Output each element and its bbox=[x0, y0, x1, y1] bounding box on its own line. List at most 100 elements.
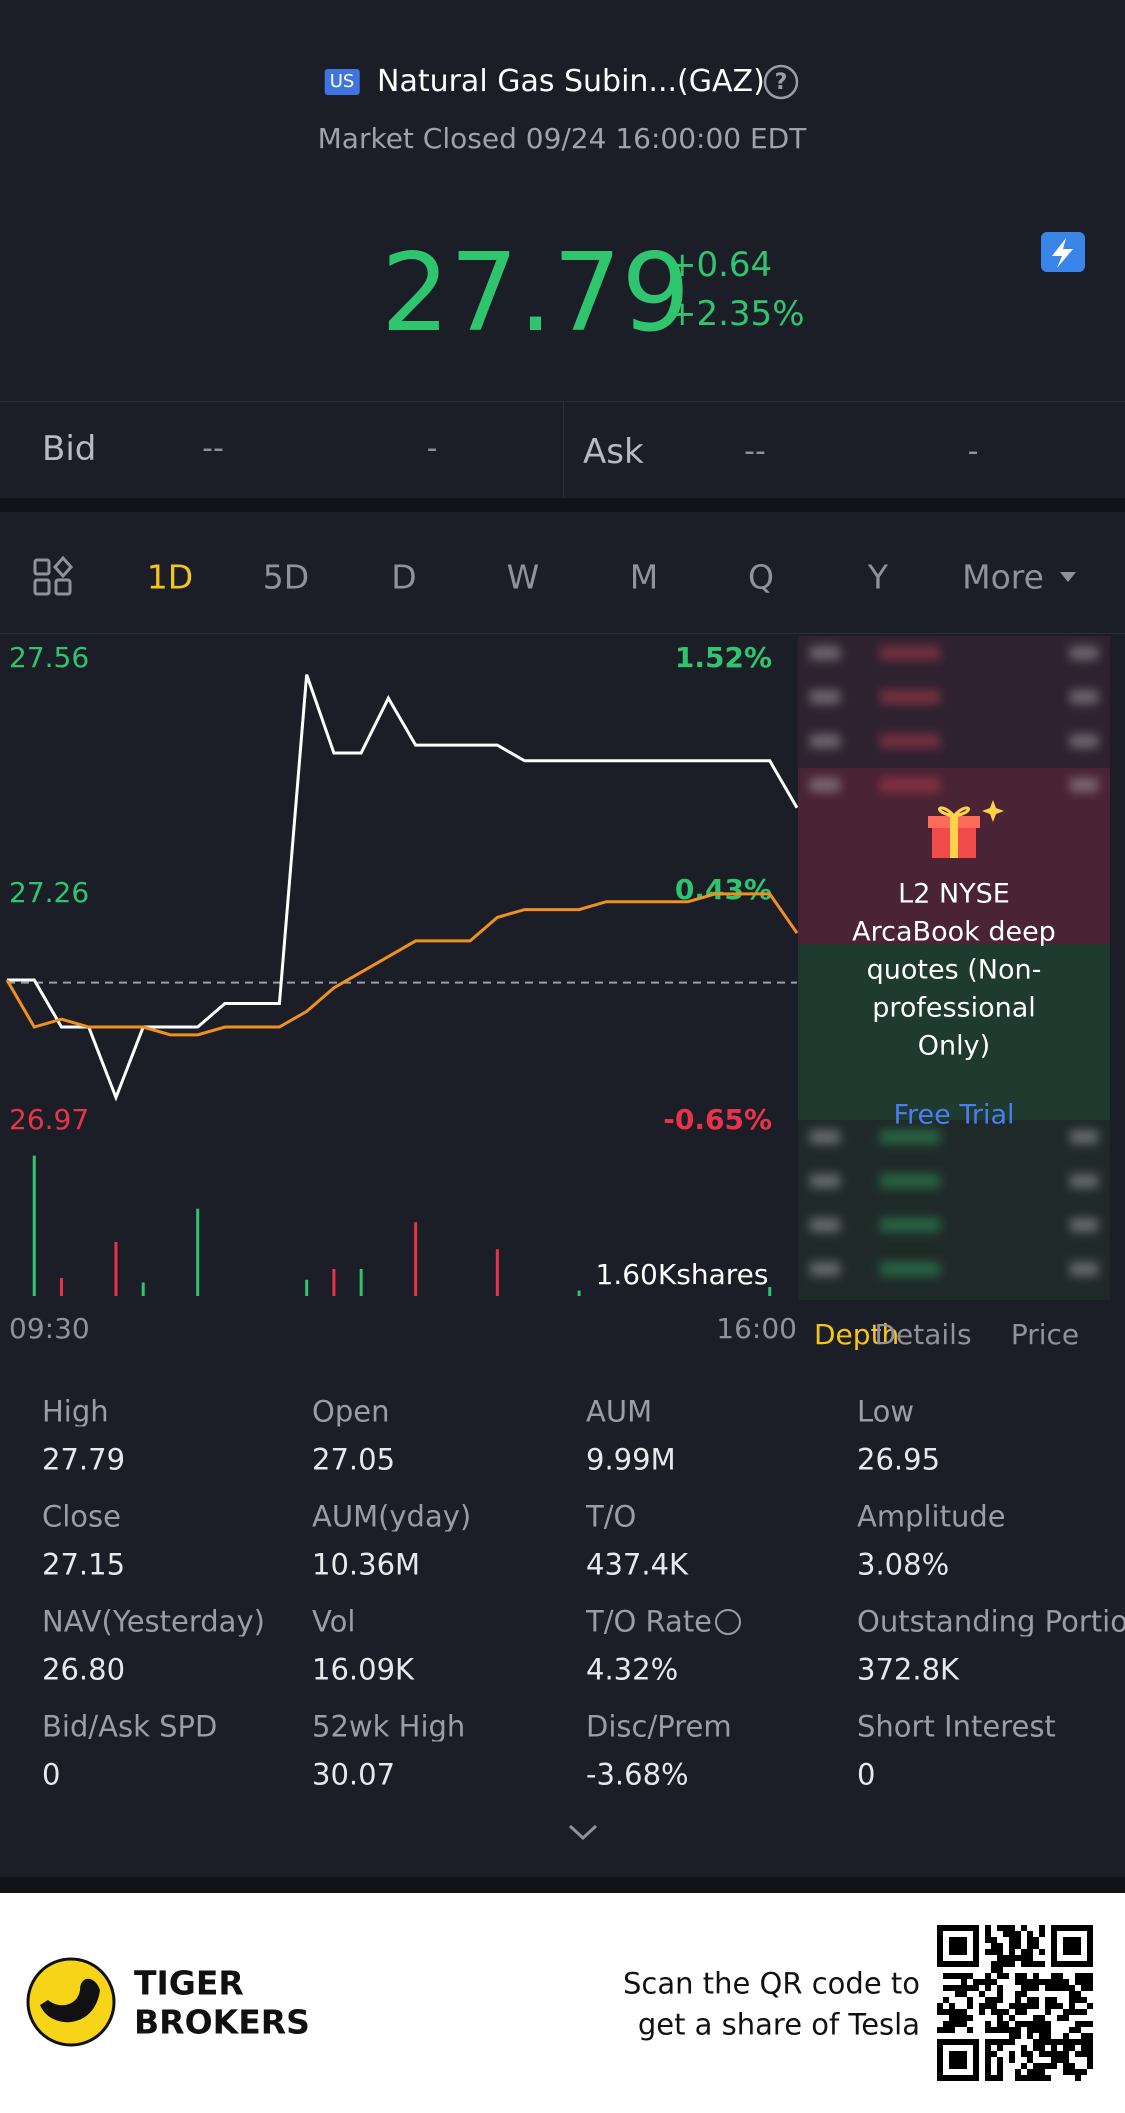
qr-cell bbox=[1063, 1979, 1069, 1985]
qr-cell bbox=[949, 2009, 955, 2015]
qr-cell bbox=[1021, 2063, 1027, 2069]
period-tab[interactable]: 1D bbox=[146, 557, 194, 597]
qr-cell bbox=[1015, 1991, 1021, 1997]
qr-cell bbox=[1039, 1931, 1045, 1937]
qr-cell bbox=[1033, 1985, 1039, 1991]
qr-cell bbox=[1087, 2057, 1093, 2063]
qr-cell bbox=[949, 2015, 955, 2021]
qr-cell bbox=[1027, 1961, 1033, 1967]
qr-cell bbox=[1027, 2003, 1033, 2009]
info-icon bbox=[715, 1609, 741, 1635]
qr-cell bbox=[1087, 1985, 1093, 1991]
panel-tab[interactable]: Depth bbox=[814, 1318, 900, 1351]
stat-value: -3.68% bbox=[586, 1757, 689, 1792]
qr-cell bbox=[1039, 1961, 1045, 1967]
qr-cell bbox=[1051, 1997, 1057, 2003]
divider bbox=[0, 401, 1125, 402]
qr-cell bbox=[1087, 2051, 1093, 2057]
expand-chevron[interactable] bbox=[568, 1824, 598, 1841]
qr-cell bbox=[1051, 1985, 1057, 1991]
qr-cell bbox=[997, 2063, 1003, 2069]
qr-cell bbox=[1063, 2051, 1069, 2057]
x-tick-label: 16:00 bbox=[716, 1312, 797, 1345]
qr-cell bbox=[991, 1943, 997, 1949]
qr-cell bbox=[991, 2009, 997, 2015]
period-tab[interactable]: D bbox=[391, 557, 417, 597]
qr-cell bbox=[1009, 2033, 1015, 2039]
qr-cell bbox=[1051, 2003, 1057, 2009]
volume-bar bbox=[768, 1287, 772, 1296]
qr-cell bbox=[961, 1985, 967, 1991]
dropdown-arrow[interactable] bbox=[1060, 572, 1076, 582]
qr-cell bbox=[985, 1937, 991, 1943]
qr-caption: Scan the QR code to bbox=[623, 1966, 920, 2001]
qr-cell bbox=[1045, 2039, 1051, 2045]
stat-label: Outstanding Portion bbox=[857, 1607, 1125, 1637]
free-trial[interactable]: Free Trial bbox=[893, 1099, 1015, 1131]
period-tab[interactable]: 5D bbox=[262, 557, 310, 597]
help-icon[interactable] bbox=[763, 64, 799, 100]
stat-value: 0 bbox=[857, 1757, 876, 1792]
book-cell bbox=[1070, 778, 1098, 792]
y-tick-label: 26.97 bbox=[9, 1103, 89, 1136]
volume-bar bbox=[32, 1155, 36, 1296]
market-status: Market Closed 09/24 16:00:00 EDT bbox=[317, 122, 807, 155]
qr-cell bbox=[949, 2003, 955, 2009]
promo-text: quotes (Non- bbox=[866, 954, 1042, 986]
qr-cell bbox=[1075, 1991, 1081, 1997]
stat-label: Low bbox=[857, 1397, 915, 1427]
qr-caption: get a share of Tesla bbox=[637, 2007, 920, 2042]
price-line bbox=[7, 674, 799, 1102]
qr-cell bbox=[1039, 2027, 1045, 2033]
period-tab[interactable]: Q bbox=[748, 557, 774, 597]
qr-cell bbox=[1039, 2033, 1045, 2039]
qr-cell bbox=[997, 2057, 1003, 2063]
help-mark[interactable]: ? bbox=[774, 70, 788, 95]
qr-cell bbox=[1075, 2075, 1081, 2081]
qr-cell bbox=[1003, 1955, 1009, 1961]
panel-tab[interactable]: Details bbox=[874, 1318, 972, 1351]
qr-cell bbox=[961, 1991, 967, 1997]
stat-value: 16.09K bbox=[312, 1652, 415, 1687]
stat-value: 27.05 bbox=[312, 1442, 396, 1477]
qr-cell bbox=[943, 2009, 949, 2015]
qr-cell bbox=[973, 1979, 979, 1985]
qr-cell bbox=[1015, 2069, 1021, 2075]
qr-cell bbox=[997, 2015, 1003, 2021]
qr-cell bbox=[997, 1955, 1003, 1961]
qr-cell bbox=[1081, 2009, 1087, 2015]
stat-value: 0 bbox=[42, 1757, 61, 1792]
qr-cell bbox=[1021, 1979, 1027, 1985]
panel-tab[interactable]: Price bbox=[1010, 1318, 1080, 1351]
qr-cell bbox=[1015, 2003, 1021, 2009]
qr-cell bbox=[1087, 2039, 1093, 2045]
qr-cell bbox=[967, 2003, 973, 2009]
qr-cell bbox=[997, 1961, 1003, 1967]
qr-cell bbox=[1057, 2003, 1063, 2009]
period-tab[interactable]: Y bbox=[867, 557, 889, 597]
period-tab[interactable]: M bbox=[629, 557, 659, 597]
period-tab[interactable]: W bbox=[506, 557, 540, 597]
layout-icon[interactable] bbox=[33, 555, 74, 596]
qr-finder bbox=[937, 2039, 979, 2081]
book-cell bbox=[1070, 1174, 1098, 1188]
qr-cell bbox=[991, 1997, 997, 2003]
ask-price: -- bbox=[744, 434, 766, 469]
qr-cell bbox=[1021, 2045, 1027, 2051]
qr-cell bbox=[997, 2027, 1003, 2033]
qr-cell bbox=[991, 1979, 997, 1985]
qr-cell bbox=[1075, 2009, 1081, 2015]
volume-bar bbox=[359, 1269, 363, 1296]
qr-cell bbox=[1009, 1937, 1015, 1943]
qr-cell bbox=[1069, 1997, 1075, 2003]
book-cell bbox=[1070, 690, 1098, 704]
book-cell bbox=[1070, 646, 1098, 660]
qr-cell bbox=[1039, 2075, 1045, 2081]
qr-cell bbox=[1057, 2015, 1063, 2021]
book-cell bbox=[880, 690, 940, 704]
period-tab[interactable]: More bbox=[962, 557, 1044, 597]
qr-cell bbox=[1039, 1925, 1045, 1931]
bid-size: - bbox=[426, 431, 438, 466]
qr-cell bbox=[979, 1979, 985, 1985]
qr-cell bbox=[1027, 1937, 1033, 1943]
